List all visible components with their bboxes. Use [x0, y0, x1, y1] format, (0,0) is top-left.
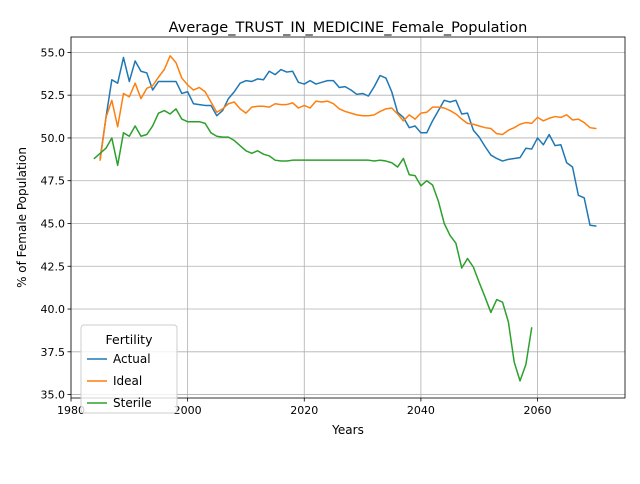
y-tick-label: 42.5 [41, 260, 66, 273]
legend-box [80, 324, 178, 414]
chart-title: Average_TRUST_IN_MEDICINE_Female_Populat… [169, 20, 528, 36]
legend-label: Ideal [113, 374, 142, 388]
legend-item-sterile: Sterile [87, 396, 152, 410]
y-axis-label: % of Female Population [15, 147, 29, 288]
legend-label: Sterile [113, 396, 152, 410]
legend-item-ideal: Ideal [87, 374, 142, 388]
plot-frame [70, 36, 626, 399]
legend-title: Fertility [106, 332, 154, 347]
y-tick-label: 35.0 [41, 389, 66, 402]
series-line-ideal [99, 55, 597, 161]
x-tick-label: 2020 [290, 404, 318, 417]
y-tick-label: 45.0 [41, 217, 66, 230]
legend-label: Actual [113, 352, 151, 366]
y-tick-label: 50.0 [41, 132, 66, 145]
y-tick-label: 40.0 [41, 303, 66, 316]
x-tick-label: 1980 [57, 404, 85, 417]
y-tick-label: 55.0 [41, 46, 66, 59]
series-lines [93, 55, 597, 382]
grid [70, 37, 625, 398]
legend: Fertility Actual Ideal Sterile [80, 324, 178, 414]
x-tick-label: 2060 [524, 404, 552, 417]
x-axis-label: Years [331, 423, 364, 437]
legend-items: Actual Ideal Sterile [87, 352, 152, 410]
x-tick-label: 2000 [174, 404, 202, 417]
legend-item-actual: Actual [87, 352, 151, 366]
y-tick-label: 47.5 [41, 175, 66, 188]
series-line-actual [99, 56, 597, 227]
y-tick-label: 52.5 [41, 89, 66, 102]
x-tick-label: 2040 [407, 404, 435, 417]
axis-ticks: 1980 2000 2020 2040 2060 35.0 37.5 40.0 42.5 45.0… [41, 46, 552, 417]
y-tick-label: 37.5 [41, 346, 66, 359]
series-line-sterile [93, 108, 533, 382]
